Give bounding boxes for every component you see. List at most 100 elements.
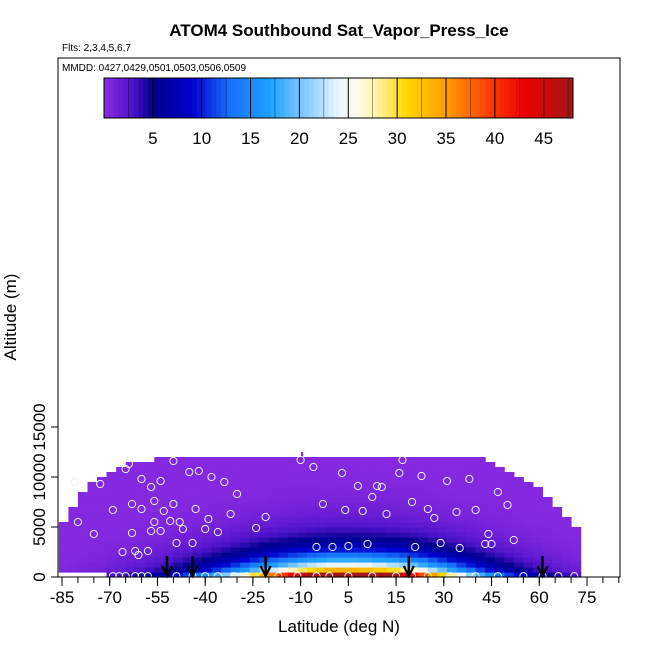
heatmap-cell — [240, 532, 251, 538]
heatmap-cell — [182, 517, 193, 523]
heatmap-cell — [163, 517, 174, 523]
heatmap-cell — [125, 472, 136, 478]
colorbar-segment — [455, 78, 462, 118]
heatmap-cell — [326, 572, 337, 578]
heatmap-cell — [316, 482, 327, 488]
colorbar-segment — [558, 78, 564, 118]
heatmap-cell — [202, 512, 213, 518]
heatmap-cell — [249, 557, 260, 563]
heatmap-cell — [278, 527, 289, 533]
heatmap-cell — [202, 472, 213, 478]
heatmap-cell — [372, 512, 388, 518]
observation-point — [318, 499, 327, 509]
heatmap-cell — [135, 517, 146, 523]
heatmap-cell — [335, 537, 346, 543]
heatmap-cell — [116, 467, 127, 473]
heatmap-cell — [326, 507, 337, 513]
heatmap-cell — [475, 462, 486, 468]
heatmap-cell — [268, 457, 279, 463]
heatmap-cell — [494, 562, 505, 568]
heatmap-cell — [259, 552, 270, 558]
colorbar-segment — [318, 78, 325, 118]
observation-point — [372, 481, 382, 491]
heatmap-cell — [466, 552, 477, 558]
surface-point — [172, 572, 181, 581]
heatmap-cell — [316, 467, 327, 473]
heatmap-cell — [466, 492, 477, 498]
heatmap-cell — [163, 527, 174, 533]
colorbar-segment — [367, 78, 374, 118]
heatmap-cell — [230, 492, 241, 498]
heatmap-cell — [561, 572, 572, 578]
heatmap-cell — [571, 537, 582, 543]
heatmap-cell — [399, 532, 410, 538]
heatmap-cell — [192, 542, 203, 548]
heatmap-cell — [386, 547, 400, 553]
heatmap-cell — [278, 487, 289, 493]
heatmap-cell — [154, 522, 165, 528]
heatmap-cell — [494, 472, 505, 478]
observation-point — [220, 477, 229, 487]
heatmap-cell — [372, 547, 388, 553]
heatmap-cell — [372, 457, 388, 463]
colorbar-segment — [504, 78, 510, 118]
observation-point — [382, 509, 391, 519]
heatmap-cell — [542, 572, 553, 578]
heatmap-cell — [68, 507, 79, 513]
colorbar-segment — [524, 78, 530, 118]
heatmap-cell — [259, 477, 270, 483]
heatmap-cell — [532, 487, 543, 493]
heatmap-cell — [408, 472, 419, 478]
heatmap-cell — [116, 567, 127, 573]
colorbar-segment — [431, 78, 437, 118]
heatmap-cell — [240, 462, 251, 468]
heatmap-cell — [230, 552, 241, 558]
colorbar-segment — [260, 78, 266, 118]
heatmap-cell — [182, 487, 193, 493]
heatmap-cell — [182, 472, 193, 478]
heatmap-cell — [182, 547, 193, 553]
heatmap-cell — [68, 532, 79, 538]
heatmap-cell — [230, 542, 241, 548]
heatmap-cell — [504, 532, 515, 538]
heatmap-cell — [437, 517, 448, 523]
heatmap-cell — [287, 497, 298, 503]
heatmap-cell — [173, 552, 184, 558]
heatmap-cell — [307, 462, 318, 468]
heatmap-cell — [154, 462, 165, 468]
heatmap-cell — [307, 507, 318, 513]
heatmap-cell — [408, 512, 419, 518]
heatmap-cell — [494, 532, 505, 538]
heatmap-cell — [408, 457, 419, 463]
colorbar-segment — [157, 78, 164, 118]
heatmap-cell — [437, 507, 448, 513]
heatmap-cell — [221, 552, 232, 558]
heatmap-cell — [221, 527, 232, 533]
heatmap-cell — [182, 512, 193, 518]
colorbar-segment — [460, 78, 467, 118]
heatmap-cell — [542, 547, 553, 553]
observation-point — [147, 526, 156, 536]
heatmap-cell — [504, 557, 515, 563]
heatmap-cell — [316, 487, 327, 493]
heatmap-cell — [116, 507, 127, 513]
heatmap-cell — [125, 502, 136, 508]
heatmap-cell — [287, 557, 298, 563]
heatmap-cell — [485, 567, 496, 573]
heatmap-cell — [307, 492, 318, 498]
heatmap-cell — [326, 462, 337, 468]
heatmap-cell — [456, 467, 467, 473]
heatmap-cell — [202, 532, 213, 538]
heatmap-cell — [523, 522, 534, 528]
heatmap-cell — [504, 477, 515, 483]
heatmap-cell — [259, 517, 270, 523]
heatmap-cell — [297, 547, 308, 553]
heatmap-cell — [135, 487, 146, 493]
heatmap-cell — [456, 502, 467, 508]
profile-arrow-head — [402, 565, 415, 579]
heatmap-cell — [447, 482, 458, 488]
heatmap-cell — [125, 462, 136, 468]
heatmap-cell — [249, 527, 260, 533]
heatmap-cell — [259, 482, 270, 488]
heatmap-cell — [135, 567, 146, 573]
